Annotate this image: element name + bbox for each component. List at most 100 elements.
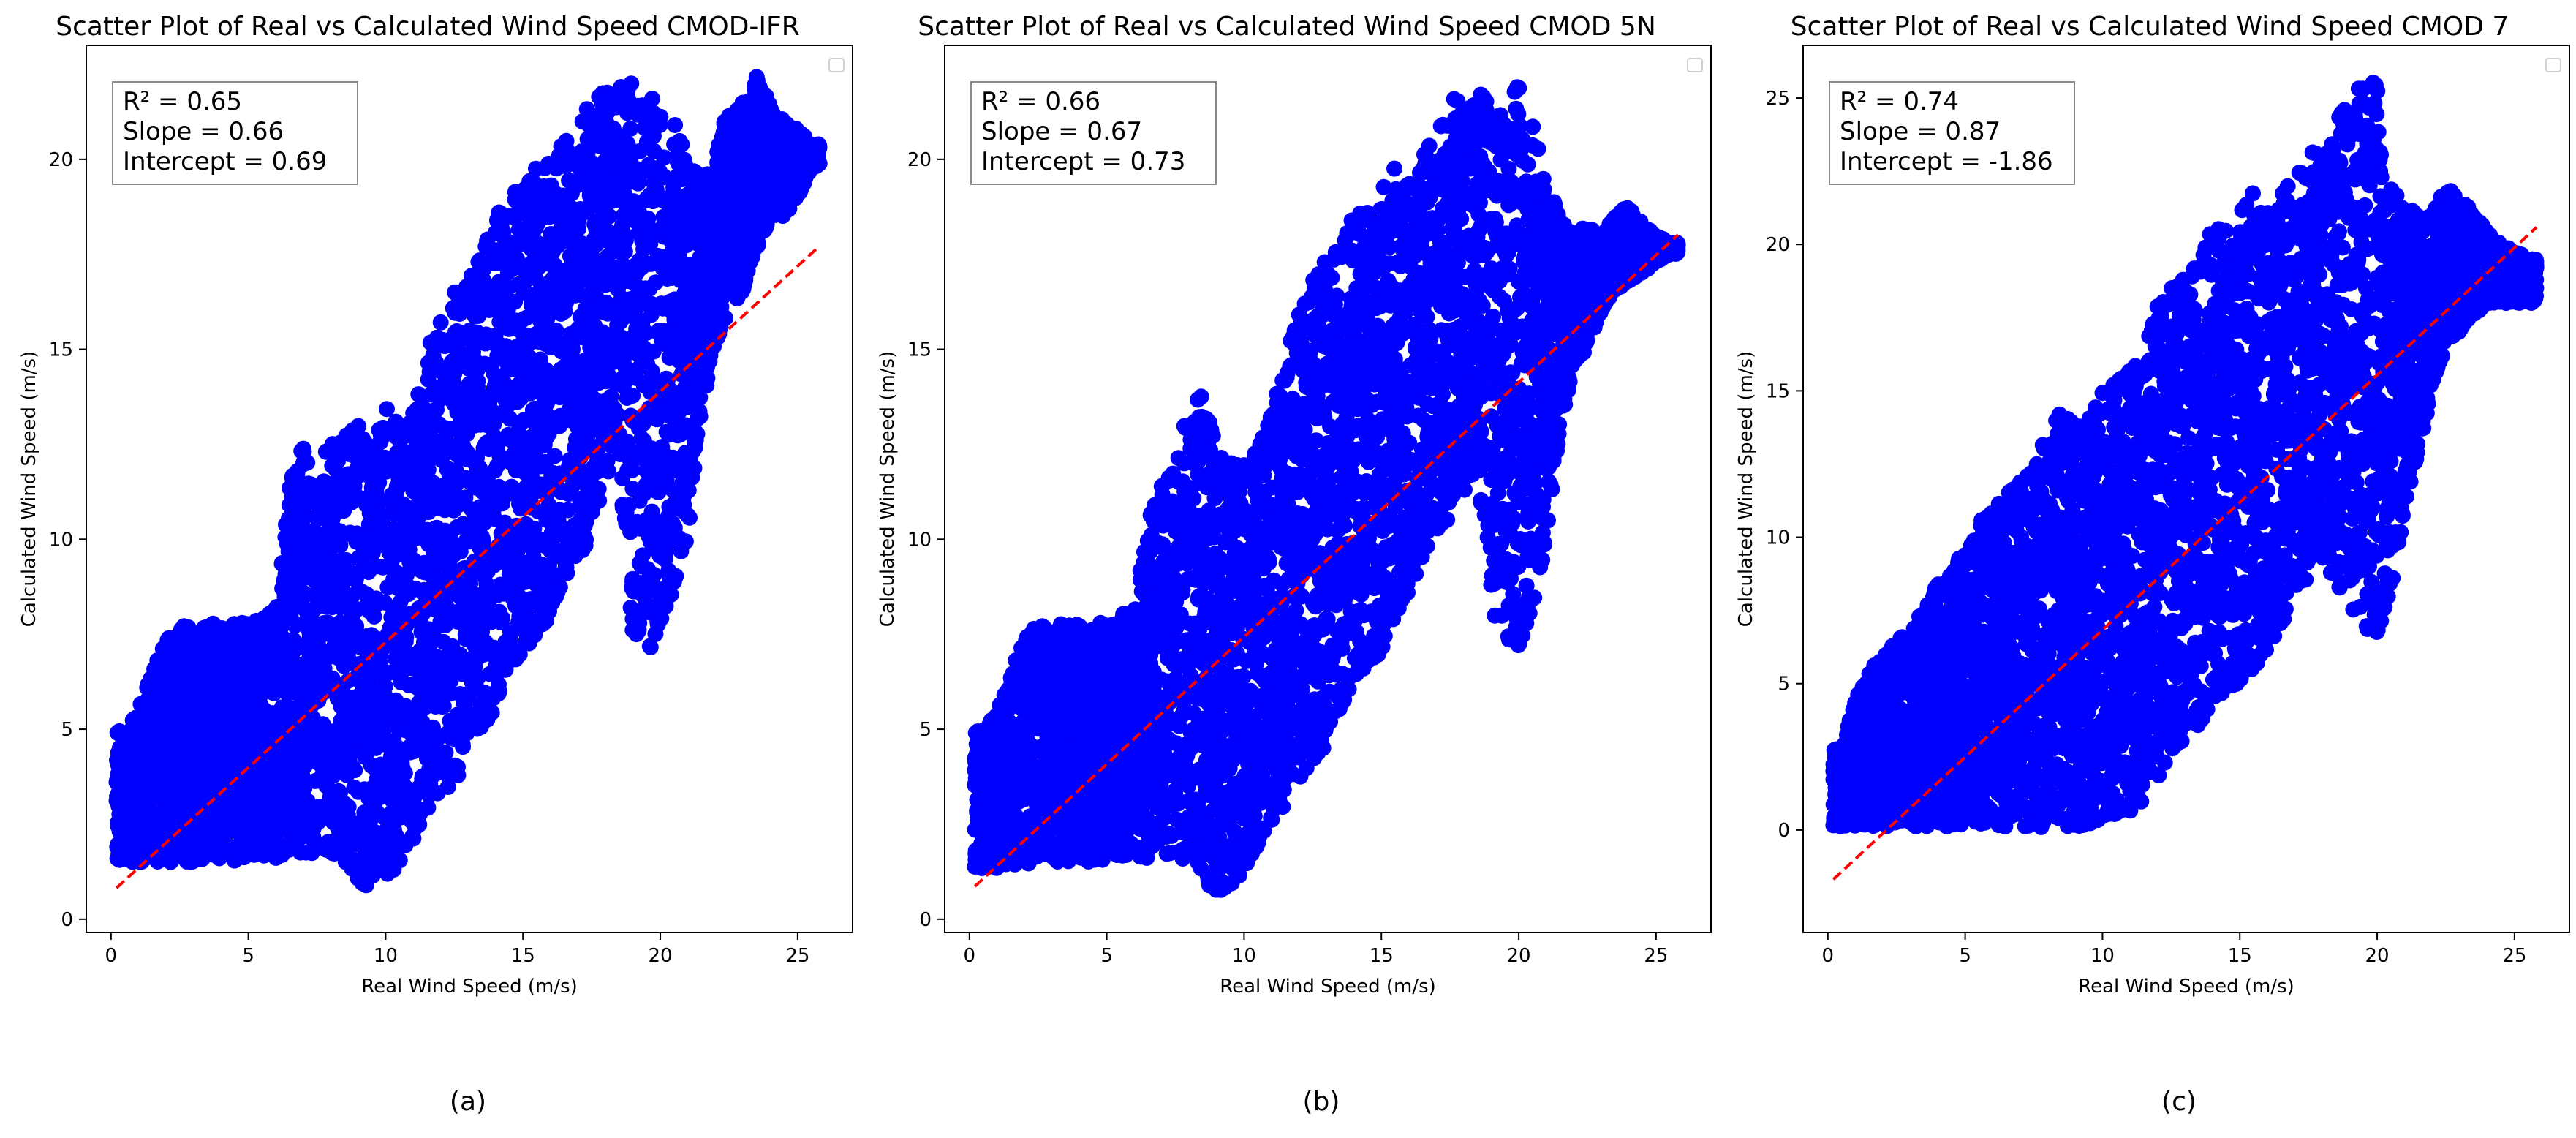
scatter-point <box>558 139 574 156</box>
scatter-point <box>394 529 411 546</box>
scatter-point <box>635 433 652 449</box>
scatter-point <box>624 481 641 497</box>
scatter-point <box>756 222 773 238</box>
scatter-point <box>176 633 193 649</box>
scatter-point <box>407 530 424 546</box>
scatter-point <box>738 110 755 127</box>
scatter-point <box>713 298 730 315</box>
scatter-point <box>380 774 397 791</box>
scatter-point <box>194 785 211 802</box>
scatter-point <box>586 216 603 233</box>
scatter-point <box>262 712 279 729</box>
scatter-point <box>436 419 453 436</box>
scatter-point <box>678 417 695 434</box>
scatter-point <box>324 739 341 755</box>
scatter-point <box>368 824 385 841</box>
scatter-point <box>458 532 475 549</box>
scatter-point <box>457 701 474 718</box>
scatter-point <box>420 371 437 388</box>
scatter-point <box>401 415 418 432</box>
scatter-point <box>282 608 299 625</box>
scatter-point <box>309 745 325 762</box>
scatter-point <box>469 324 486 341</box>
scatter-point <box>278 516 294 533</box>
scatter-point <box>573 235 590 252</box>
scatter-point <box>318 841 335 858</box>
scatter-point <box>377 638 393 655</box>
scatter-point <box>695 265 712 282</box>
scatter-point <box>369 772 385 788</box>
scatter-point <box>213 715 230 732</box>
scatter-point <box>522 289 539 306</box>
scatter-point <box>361 505 378 521</box>
scatter-point <box>296 509 313 526</box>
scatter-point <box>122 723 138 739</box>
scatter-point <box>488 666 505 683</box>
scatter-point <box>330 630 347 647</box>
scatter-point <box>643 363 660 380</box>
scatter-point <box>531 258 548 275</box>
scatter-point <box>431 687 447 704</box>
scatter-point <box>619 81 636 98</box>
scatter-point <box>393 765 410 782</box>
scatter-point <box>522 454 539 471</box>
scatter-point <box>332 467 349 483</box>
scatter-point <box>381 522 398 539</box>
scatter-point <box>296 491 313 508</box>
scatter-point <box>194 710 211 726</box>
scatter-point <box>640 233 657 249</box>
scatter-point <box>684 328 700 344</box>
scatter-point <box>379 401 395 418</box>
scatter-point <box>284 633 301 649</box>
scatter-point <box>146 682 163 699</box>
scatter-point <box>339 648 356 665</box>
scatter-point <box>296 585 312 602</box>
scatter-point <box>240 783 256 800</box>
scatter-point <box>439 494 456 510</box>
scatter-point <box>423 531 440 548</box>
scatter-point <box>303 845 320 862</box>
scatter-point <box>461 361 477 377</box>
scatter-point <box>350 638 367 655</box>
scatter-point <box>197 846 214 862</box>
scatter-point <box>414 465 431 482</box>
scatter-point <box>450 447 466 464</box>
scatter-point <box>628 626 645 643</box>
scatter-point <box>404 677 420 693</box>
scatter-point <box>159 734 175 750</box>
scatter-point <box>311 483 328 500</box>
scatter-point <box>189 693 205 709</box>
scatter-point <box>692 408 709 425</box>
scatter-point <box>722 204 739 221</box>
scatter-point <box>307 670 324 687</box>
scatter-point <box>332 537 349 554</box>
scatter-point <box>426 784 442 801</box>
scatter-point <box>301 631 317 648</box>
scatter-point <box>655 323 672 339</box>
scatter-point <box>577 352 594 369</box>
scatter-point <box>610 281 626 298</box>
scatter-point <box>616 99 632 116</box>
scatter-point <box>612 314 629 330</box>
scatter-point <box>665 241 681 257</box>
scatter-point <box>706 192 723 208</box>
scatter-point <box>433 478 450 494</box>
scatter-point <box>188 837 204 854</box>
scatter-point <box>473 701 490 717</box>
scatter-points <box>108 69 828 894</box>
scatter-point <box>390 608 407 625</box>
scatter-point <box>654 249 671 265</box>
scatter-point <box>650 483 667 500</box>
scatter-point <box>632 575 649 592</box>
scatter-point <box>664 481 681 498</box>
scatter-point <box>217 678 234 695</box>
scatter-point <box>540 581 556 598</box>
scatter-point <box>469 716 486 733</box>
scatter-point <box>486 255 503 271</box>
scatter-point <box>410 780 427 796</box>
scatter-point <box>605 120 622 137</box>
scatter-point <box>321 526 338 543</box>
scatter-point <box>507 293 524 310</box>
